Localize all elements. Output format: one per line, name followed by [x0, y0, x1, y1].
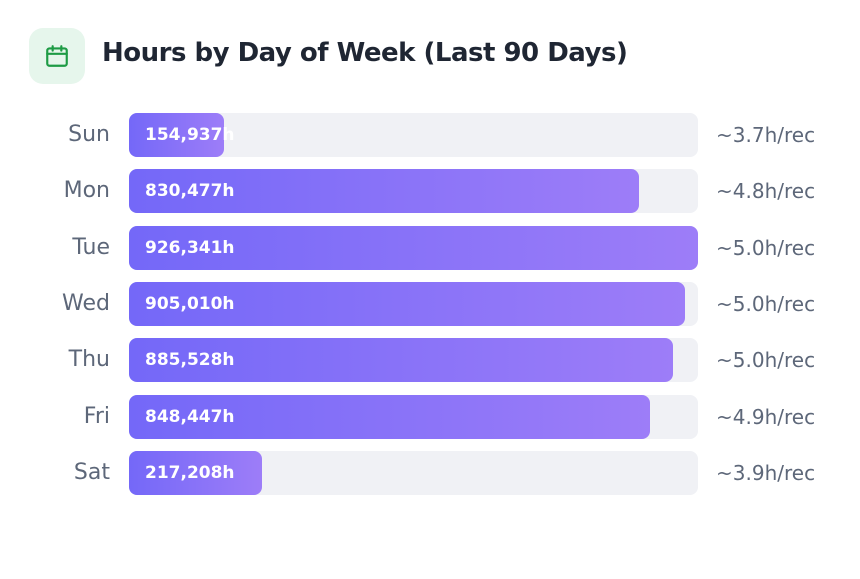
day-label: Wed: [62, 290, 110, 316]
chart-title: Hours by Day of Week (Last 90 Days): [102, 38, 628, 68]
bar-row: Fri 848,447h ~4.9h/rec: [0, 394, 860, 439]
day-label: Fri: [83, 403, 110, 429]
bar-row: Thu 885,528h ~5.0h/rec: [0, 338, 860, 383]
bar: [129, 450, 263, 495]
rate-label: ~5.0h/rec: [716, 291, 816, 316]
bar-value-label: 926,341h: [145, 237, 235, 258]
bar-value-label: 830,477h: [145, 181, 235, 202]
day-label: Thu: [68, 347, 110, 373]
bar-track: 905,010h: [129, 281, 698, 326]
bar-track: 154,937h: [129, 113, 698, 157]
rate-label: ~4.8h/rec: [716, 179, 816, 204]
rate-label: ~4.9h/rec: [716, 404, 816, 429]
bar-track: 885,528h: [129, 338, 698, 383]
bar-row: Wed 905,010h ~5.0h/rec: [0, 281, 860, 326]
bar: [129, 169, 640, 214]
bar-track: 217,208h: [129, 450, 698, 495]
bar: [129, 113, 225, 157]
rate-label: ~5.0h/rec: [716, 235, 816, 260]
bar-value-label: 154,937h: [145, 125, 235, 145]
bar: [129, 338, 673, 383]
bar-track: 926,341h: [129, 225, 698, 270]
bar-value-label: 885,528h: [145, 350, 235, 371]
day-label: Sun: [68, 122, 110, 147]
bar-value-label: 217,208h: [145, 462, 235, 483]
rate-label: ~5.0h/rec: [716, 348, 816, 373]
day-label: Mon: [63, 178, 110, 204]
bar-value-label: 848,447h: [145, 406, 235, 427]
bar-row: Tue 926,341h ~5.0h/rec: [0, 225, 860, 270]
calendar-icon-box: [29, 28, 85, 84]
day-label: Sat: [73, 459, 110, 485]
bar: [129, 225, 698, 270]
rate-label: ~3.9h/rec: [716, 460, 816, 485]
bar: [129, 281, 685, 326]
bar-track: 830,477h: [129, 169, 698, 214]
calendar-icon: [46, 45, 68, 67]
bar-row: Sun 154,937h ~3.7h/rec: [0, 113, 860, 157]
day-label: Tue: [72, 234, 110, 260]
bar-row: Sat 217,208h ~3.9h/rec: [0, 450, 860, 495]
bar-row: Mon 830,477h ~4.8h/rec: [0, 169, 860, 214]
bar: [129, 394, 651, 439]
bar-value-label: 905,010h: [145, 293, 235, 314]
rate-label: ~3.7h/rec: [716, 123, 816, 147]
bar-track: 848,447h: [129, 394, 698, 439]
